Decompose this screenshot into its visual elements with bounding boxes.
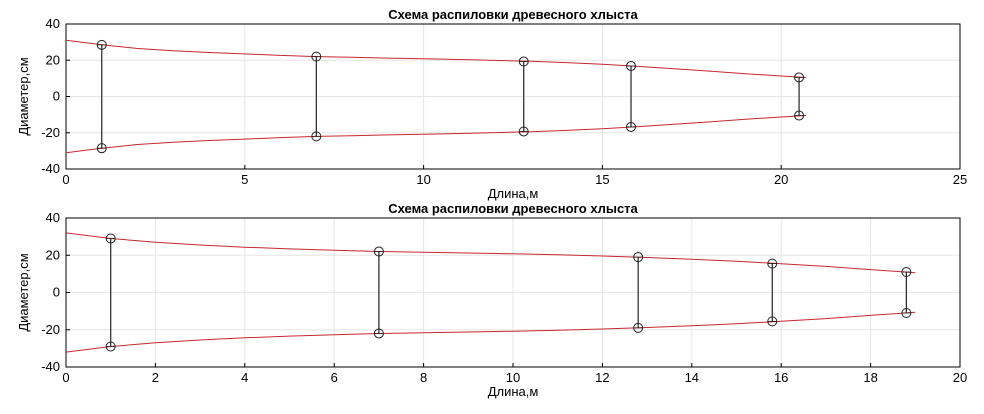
x-tick-label: 15 bbox=[595, 172, 609, 187]
axes-frame bbox=[65, 217, 961, 368]
y-tick-label: 40 bbox=[46, 16, 60, 31]
x-tick-label: 16 bbox=[774, 370, 788, 385]
y-tick-label: 40 bbox=[46, 210, 60, 225]
x-axis-label: Длина,м bbox=[488, 186, 539, 201]
x-tick-label: 10 bbox=[506, 370, 520, 385]
y-tick-label: 0 bbox=[53, 89, 60, 104]
y-tick-label: -20 bbox=[41, 322, 60, 337]
chart-title: Схема распиловки древесного хлыста bbox=[388, 201, 638, 216]
y-axis-label: Диаметер,см bbox=[16, 57, 31, 135]
trunk-upper-profile bbox=[65, 232, 916, 274]
x-tick-label: 4 bbox=[241, 370, 248, 385]
x-tick-label: 14 bbox=[685, 370, 699, 385]
trunk-lower-profile bbox=[65, 311, 916, 353]
y-tick-label: 20 bbox=[46, 52, 60, 67]
x-tick-label: 5 bbox=[241, 172, 248, 187]
y-tick-label: -20 bbox=[41, 125, 60, 140]
x-tick-label: 0 bbox=[62, 172, 69, 187]
x-tick-label: 10 bbox=[416, 172, 430, 187]
x-tick-label: 20 bbox=[774, 172, 788, 187]
x-tick-label: 18 bbox=[863, 370, 877, 385]
y-tick-label: 20 bbox=[46, 247, 60, 262]
axes-frame bbox=[65, 23, 961, 170]
grid bbox=[65, 23, 961, 170]
x-tick-label: 6 bbox=[331, 370, 338, 385]
x-tick-label: 12 bbox=[595, 370, 609, 385]
x-axis-label: Длина,м bbox=[488, 384, 539, 399]
y-tick-label: -40 bbox=[41, 359, 60, 374]
x-tick-label: 20 bbox=[953, 370, 967, 385]
y-axis-label: Диаметер,см bbox=[16, 253, 31, 331]
chart-title: Схема распиловки древесного хлыста bbox=[388, 7, 638, 22]
trunk-lower-profile bbox=[65, 115, 807, 154]
x-tick-label: 25 bbox=[953, 172, 967, 187]
chart-panel-bottom: 0 2 4 6 8 10 12 14 16 18 20 -40 -20 0 20 40 Схема распил… bbox=[16, 201, 967, 399]
y-tick-label: 0 bbox=[53, 285, 60, 300]
x-tick-label: 8 bbox=[420, 370, 427, 385]
grid bbox=[65, 217, 961, 368]
y-tick-label: -40 bbox=[41, 161, 60, 176]
chart-panel-top: 0 5 10 15 20 25 -40 -20 0 20 40 Схема распиловки др… bbox=[16, 7, 967, 201]
x-tick-label: 2 bbox=[152, 370, 159, 385]
x-tick-label: 0 bbox=[62, 370, 69, 385]
trunk-upper-profile bbox=[65, 39, 807, 78]
